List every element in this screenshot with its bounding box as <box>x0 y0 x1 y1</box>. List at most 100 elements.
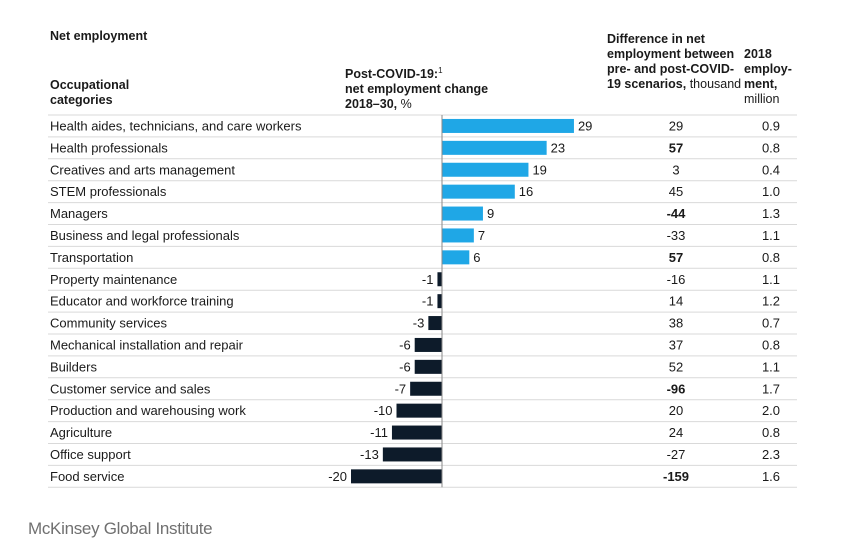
bar <box>442 118 574 133</box>
category-label: Health aides, technicians, and care work… <box>50 118 302 133</box>
bar <box>391 425 442 440</box>
change-header: Post-COVID-19:1 net employment change 20… <box>345 63 575 112</box>
bar-value-label: 7 <box>478 228 485 243</box>
bar-value-label: 6 <box>473 250 480 265</box>
bar <box>442 250 470 265</box>
change-header-unit: % <box>400 97 412 112</box>
difference-header-unit: thousand <box>689 77 742 91</box>
category-label: Customer service and sales <box>50 381 211 396</box>
category-label: Mechanical installation and repair <box>50 337 244 352</box>
difference-value: -27 <box>667 447 686 462</box>
difference-value: 3 <box>672 162 679 177</box>
bar <box>396 403 442 418</box>
category-label: Community services <box>50 316 168 331</box>
employment-value: 0.4 <box>762 162 780 177</box>
employment-value: 1.1 <box>762 272 780 287</box>
bar <box>414 359 442 374</box>
change-header-line3: 2018–30, <box>345 97 398 112</box>
category-label: Educator and workforce training <box>50 294 234 309</box>
category-label: Production and warehousing work <box>50 403 246 418</box>
difference-header-label: Difference in net employment between pre… <box>607 32 735 91</box>
bar <box>437 294 442 309</box>
bar-value-label: -11 <box>370 425 388 440</box>
category-label: Business and legal professionals <box>50 228 240 243</box>
bar <box>442 162 529 177</box>
difference-value: 57 <box>669 250 683 265</box>
bar-value-label: 9 <box>487 206 494 221</box>
bar-value-label: -1 <box>422 272 434 287</box>
bar <box>442 206 483 221</box>
bar <box>442 184 515 199</box>
bar-value-label: -7 <box>395 381 407 396</box>
employment-value: 1.6 <box>762 469 780 484</box>
bar-value-label: 23 <box>551 140 565 155</box>
bar <box>442 228 474 243</box>
difference-value: 29 <box>669 118 683 133</box>
difference-value: 57 <box>669 140 683 155</box>
category-label: Health professionals <box>50 140 168 155</box>
category-label: Food service <box>50 469 124 484</box>
employment-value: 1.2 <box>762 294 780 309</box>
employment-value: 2.0 <box>762 403 780 418</box>
employment-value: 0.8 <box>762 337 780 352</box>
employment-header: 2018 employ-ment, million <box>744 47 812 107</box>
bar-value-label: -6 <box>399 337 411 352</box>
bar-value-label: -3 <box>413 316 425 331</box>
difference-value: 52 <box>669 359 683 374</box>
bar <box>414 337 442 352</box>
difference-value: -16 <box>667 272 686 287</box>
bar-value-label: 29 <box>578 118 592 133</box>
change-header-line1: Post-COVID-19: <box>345 67 439 82</box>
employment-value: 2.3 <box>762 447 780 462</box>
category-label: Managers <box>50 206 108 221</box>
categories-header: Occupational categories <box>50 78 130 107</box>
employment-value: 0.7 <box>762 316 780 331</box>
bar <box>410 381 442 396</box>
difference-value: 24 <box>669 425 683 440</box>
bar-value-label: -6 <box>399 359 411 374</box>
difference-value: -159 <box>663 469 689 484</box>
difference-value: 14 <box>669 294 683 309</box>
employment-value: 0.8 <box>762 425 780 440</box>
employment-value: 1.1 <box>762 359 780 374</box>
employment-value: 0.9 <box>762 118 780 133</box>
employment-header-unit: million <box>744 92 780 106</box>
category-label: STEM professionals <box>50 184 167 199</box>
employment-value: 1.1 <box>762 228 780 243</box>
difference-value: -33 <box>667 228 686 243</box>
employment-value: 0.8 <box>762 250 780 265</box>
category-label: Builders <box>50 359 97 374</box>
employment-value: 1.3 <box>762 206 780 221</box>
difference-value: 20 <box>669 403 683 418</box>
difference-value: 45 <box>669 184 683 199</box>
employment-header-label: 2018 employ-ment, <box>744 47 792 91</box>
difference-value: 37 <box>669 337 683 352</box>
bar-value-label: 19 <box>532 162 546 177</box>
chart-title: Net employment <box>50 29 148 43</box>
source-credit: McKinsey Global Institute <box>28 519 213 538</box>
bar-value-label: -20 <box>328 469 347 484</box>
bar-value-label: -10 <box>374 403 393 418</box>
bar-value-label: -1 <box>422 294 434 309</box>
category-label: Transportation <box>50 250 133 265</box>
difference-value: -96 <box>667 381 686 396</box>
difference-value: 38 <box>669 316 683 331</box>
difference-value: -44 <box>667 206 687 221</box>
bar-value-label: -13 <box>360 447 379 462</box>
bar <box>382 447 442 462</box>
category-label: Office support <box>50 447 131 462</box>
category-label: Agriculture <box>50 425 112 440</box>
category-label: Creatives and arts management <box>50 162 235 177</box>
change-header-line2: net employment change <box>345 82 489 97</box>
bar <box>428 316 442 331</box>
bar <box>442 140 547 155</box>
bar <box>351 469 442 484</box>
difference-header: Difference in net employment between pre… <box>607 32 742 92</box>
employment-value: 0.8 <box>762 140 780 155</box>
employment-value: 1.0 <box>762 184 780 199</box>
employment-value: 1.7 <box>762 381 780 396</box>
footnote-marker: 1 <box>438 66 443 75</box>
bar-value-label: 16 <box>519 184 533 199</box>
bar <box>437 272 442 287</box>
